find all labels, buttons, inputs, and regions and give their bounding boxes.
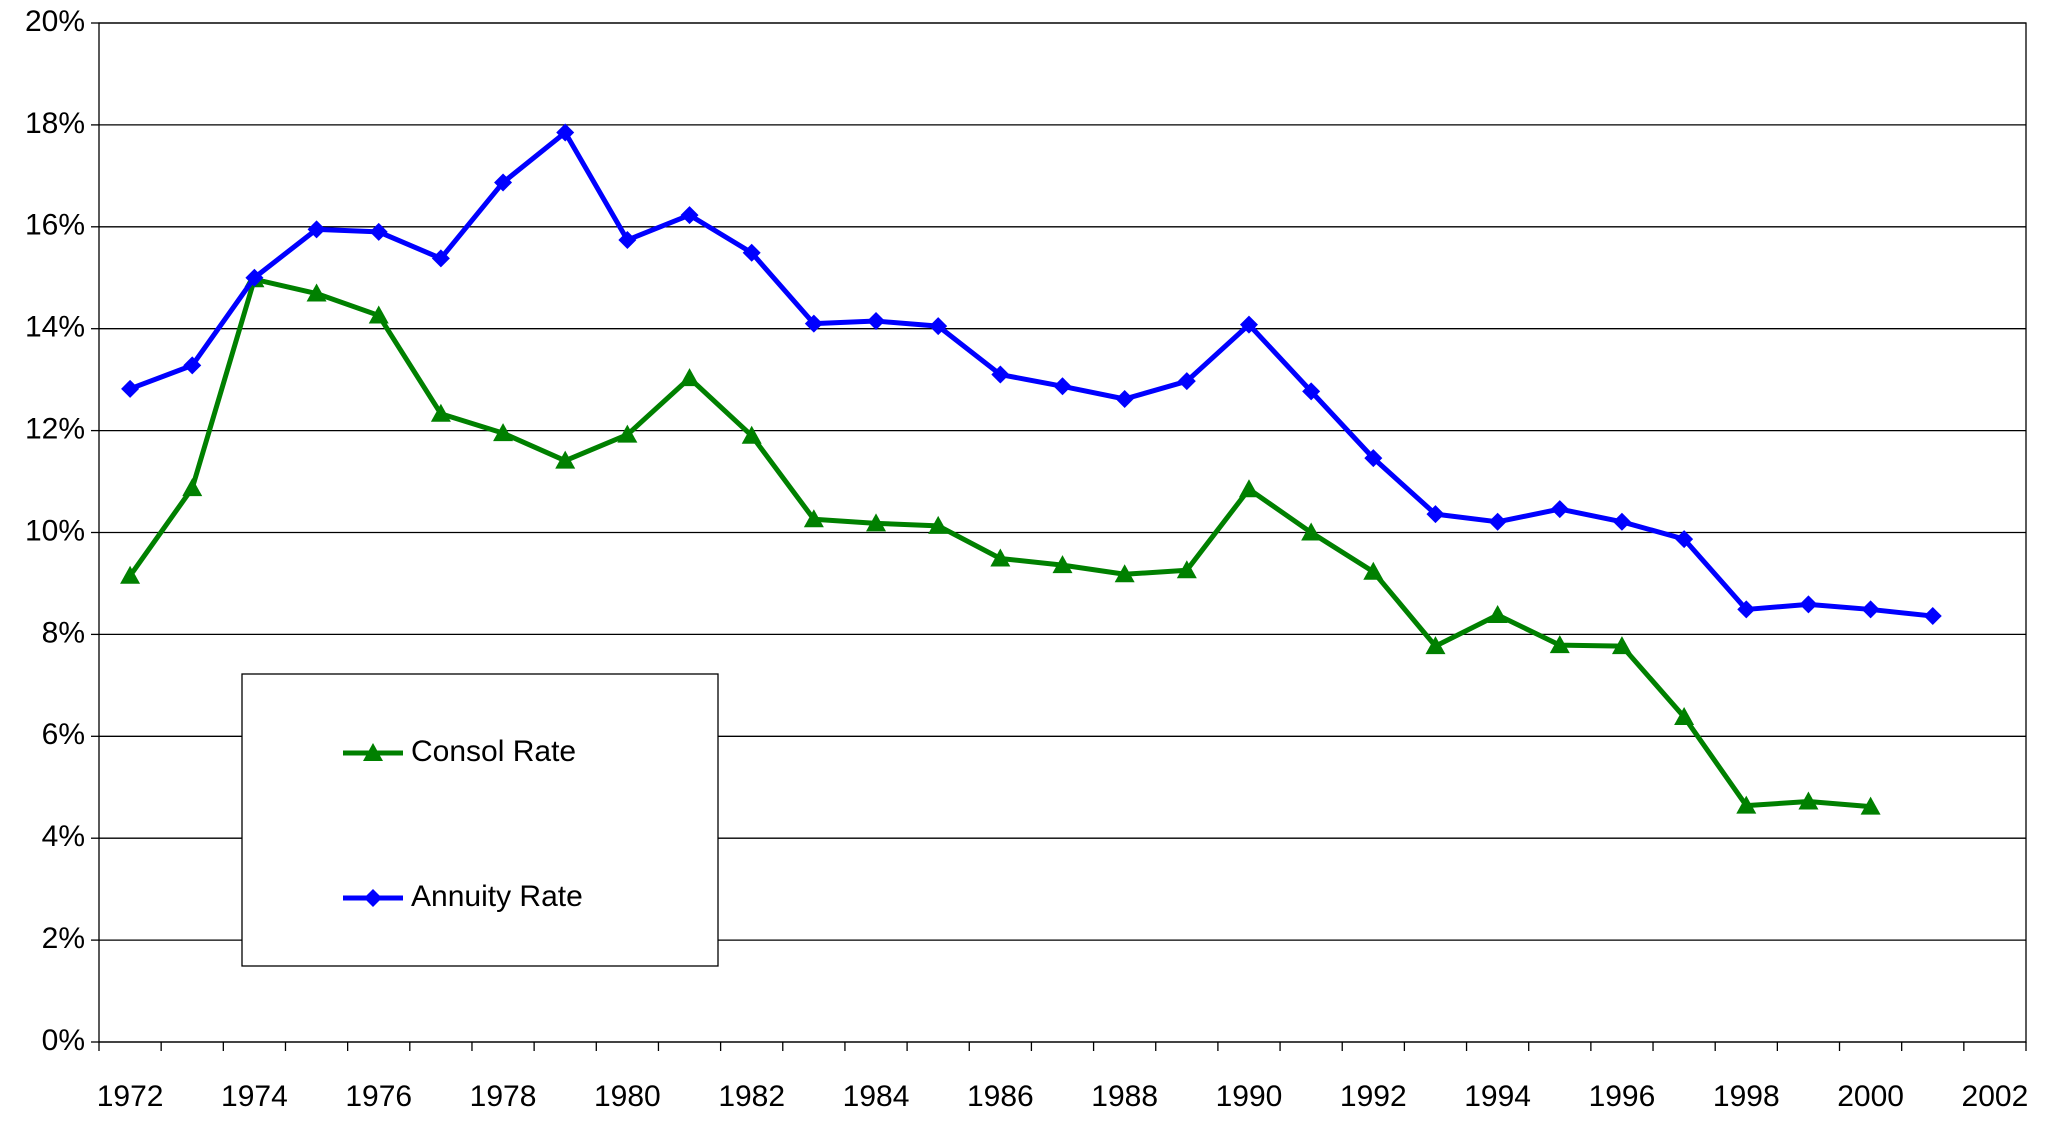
marker: [307, 220, 326, 239]
y-tick-label: 0%: [42, 1024, 85, 1057]
y-tick-label: 18%: [25, 107, 85, 140]
marker: [556, 123, 575, 142]
marker: [803, 509, 824, 528]
plot-frame: [98, 22, 2027, 1043]
marker: [1426, 505, 1445, 524]
marker: [1052, 555, 1073, 574]
marker: [369, 222, 388, 241]
marker: [368, 305, 389, 324]
marker: [183, 356, 202, 375]
marker: [618, 231, 637, 250]
marker: [431, 249, 450, 268]
marker: [494, 173, 513, 192]
marker: [1550, 500, 1569, 519]
marker: [493, 423, 514, 442]
marker: [679, 368, 700, 387]
marker: [364, 889, 382, 907]
marker: [742, 243, 761, 262]
marker: [1115, 390, 1134, 409]
marker: [1798, 791, 1819, 810]
marker: [1737, 600, 1756, 619]
marker: [1923, 607, 1942, 626]
marker: [363, 743, 383, 761]
marker: [1238, 479, 1259, 498]
marker: [1363, 561, 1384, 580]
x-tick-label: 1998: [1713, 1080, 1780, 1113]
marker: [990, 548, 1011, 567]
marker: [1177, 372, 1196, 391]
x-tick-label: 1992: [1340, 1080, 1407, 1113]
marker: [1612, 512, 1631, 531]
marker: [1861, 600, 1880, 619]
x-tick-label: 1980: [594, 1080, 661, 1113]
marker: [245, 268, 264, 287]
marker: [617, 424, 638, 443]
x-tick-label: 1986: [967, 1080, 1034, 1113]
marker: [1114, 564, 1135, 583]
marker: [1860, 796, 1881, 815]
y-tick-label: 6%: [42, 718, 85, 751]
marker: [1736, 795, 1757, 814]
marker: [991, 365, 1010, 384]
x-tick-label: 1996: [1589, 1080, 1656, 1113]
x-tick-label: 2000: [1837, 1080, 1904, 1113]
marker: [1675, 530, 1694, 549]
marker: [120, 565, 141, 584]
x-tick-label: 1972: [97, 1080, 164, 1113]
y-tick-label: 20%: [25, 5, 85, 38]
marker: [1799, 595, 1818, 614]
x-tick-label: 2002: [1962, 1080, 2029, 1113]
y-tick-label: 4%: [42, 820, 85, 853]
marker: [430, 403, 451, 422]
marker: [1176, 560, 1197, 579]
legend-label: Consol Rate: [411, 735, 576, 768]
marker: [1364, 449, 1383, 468]
marker: [1425, 636, 1446, 655]
marker: [1488, 512, 1507, 531]
marker: [929, 317, 948, 336]
marker: [555, 450, 576, 469]
x-tick-label: 1978: [470, 1080, 537, 1113]
marker: [1549, 635, 1570, 654]
marker: [1674, 706, 1695, 725]
legend-box: [241, 673, 719, 967]
marker: [1239, 315, 1258, 334]
marker: [804, 314, 823, 333]
marker: [306, 283, 327, 302]
x-tick-label: 1990: [1216, 1080, 1283, 1113]
x-tick-label: 1984: [843, 1080, 910, 1113]
marker: [928, 515, 949, 534]
marker: [1302, 382, 1321, 401]
marker: [680, 206, 699, 225]
y-tick-label: 8%: [42, 616, 85, 649]
marker: [121, 379, 140, 398]
x-tick-label: 1994: [1464, 1080, 1531, 1113]
marker: [182, 478, 203, 497]
legend-label: Annuity Rate: [411, 880, 583, 913]
y-tick-label: 10%: [25, 514, 85, 547]
marker: [1611, 636, 1632, 655]
y-tick-label: 12%: [25, 413, 85, 446]
x-tick-label: 1974: [221, 1080, 288, 1113]
marker: [1487, 605, 1508, 624]
marker: [867, 312, 886, 331]
marker: [1053, 377, 1072, 396]
marker: [1301, 522, 1322, 541]
x-tick-label: 1976: [345, 1080, 412, 1113]
y-tick-label: 2%: [42, 922, 85, 955]
marker: [866, 513, 887, 532]
series-line: [129, 130, 1934, 619]
marker: [741, 425, 762, 444]
y-tick-label: 14%: [25, 311, 85, 344]
x-tick-label: 1988: [1091, 1080, 1158, 1113]
x-tick-label: 1982: [718, 1080, 785, 1113]
y-tick-label: 16%: [25, 209, 85, 242]
